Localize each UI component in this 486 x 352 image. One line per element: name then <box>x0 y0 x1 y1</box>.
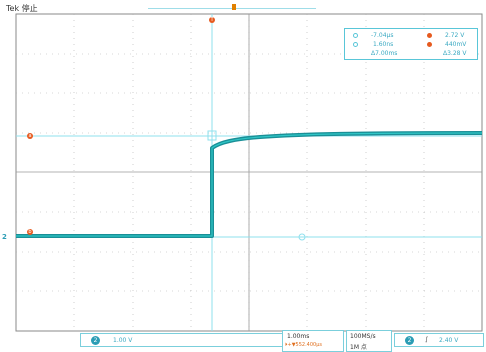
readout-row1-right: 2.72 V <box>445 32 465 39</box>
readout-b-dot-icon <box>427 42 432 47</box>
channel2-waveform-highlight <box>16 132 483 237</box>
cursor-crossing-b <box>298 233 306 241</box>
readout-row3-left: Δ7.00ms <box>371 50 398 57</box>
cursor-b-ring-icon <box>353 42 358 47</box>
trigger-marker-icon[interactable]: T <box>209 17 215 23</box>
readout-row2-right: 440mV <box>445 41 467 48</box>
trigger-source-badge: 2 <box>405 336 414 345</box>
sample-rate: 100MS/s <box>350 333 376 340</box>
readout-row1-left: -7.04μs <box>371 32 394 39</box>
trigger-level: 2.40 V <box>439 337 459 344</box>
cursor-a-marker-icon[interactable]: a <box>27 133 33 139</box>
readout-row3-right: Δ3.28 V <box>443 50 467 57</box>
timebase-box[interactable]: 1.00ms ⏵+▼552.400μs <box>282 330 344 352</box>
ch2-scale-box[interactable]: 2 1.00 V <box>80 333 300 347</box>
trigger-box[interactable]: 2 ∫ 2.40 V <box>394 333 484 347</box>
cursor-b-marker-icon[interactable]: b <box>27 229 33 235</box>
cursor-readout-panel: -7.04μs 2.72 V 1.60ns 440mV Δ7.00ms Δ3.2… <box>344 28 478 60</box>
bottom-status-bar: 2 1.00 V 1.00ms ⏵+▼552.400μs 100MS/s 1M … <box>16 330 486 352</box>
trigger-slope-icon: ∫ <box>425 336 429 343</box>
cursor-crossing-a <box>207 130 217 141</box>
acquisition-box[interactable]: 100MS/s 1M 点 <box>346 330 392 352</box>
cursor-a-ring-icon <box>353 33 358 38</box>
top-status-bar: Tek 停止 <box>0 0 486 14</box>
ch2-scale: 1.00 V <box>113 337 133 344</box>
ch2-badge: 2 <box>91 336 100 345</box>
trigger-position-marker[interactable] <box>232 4 236 10</box>
readout-a-dot-icon <box>427 33 432 38</box>
record-length: 1M 点 <box>350 344 367 351</box>
trigger-delay: ⏵+▼552.400μs <box>285 342 322 348</box>
readout-row2-left: 1.60ns <box>373 41 394 48</box>
ch2-ground-marker[interactable]: 2 <box>2 233 7 241</box>
brand-label: Tek 停止 <box>6 4 38 13</box>
timebase-value: 1.00ms <box>287 333 310 340</box>
